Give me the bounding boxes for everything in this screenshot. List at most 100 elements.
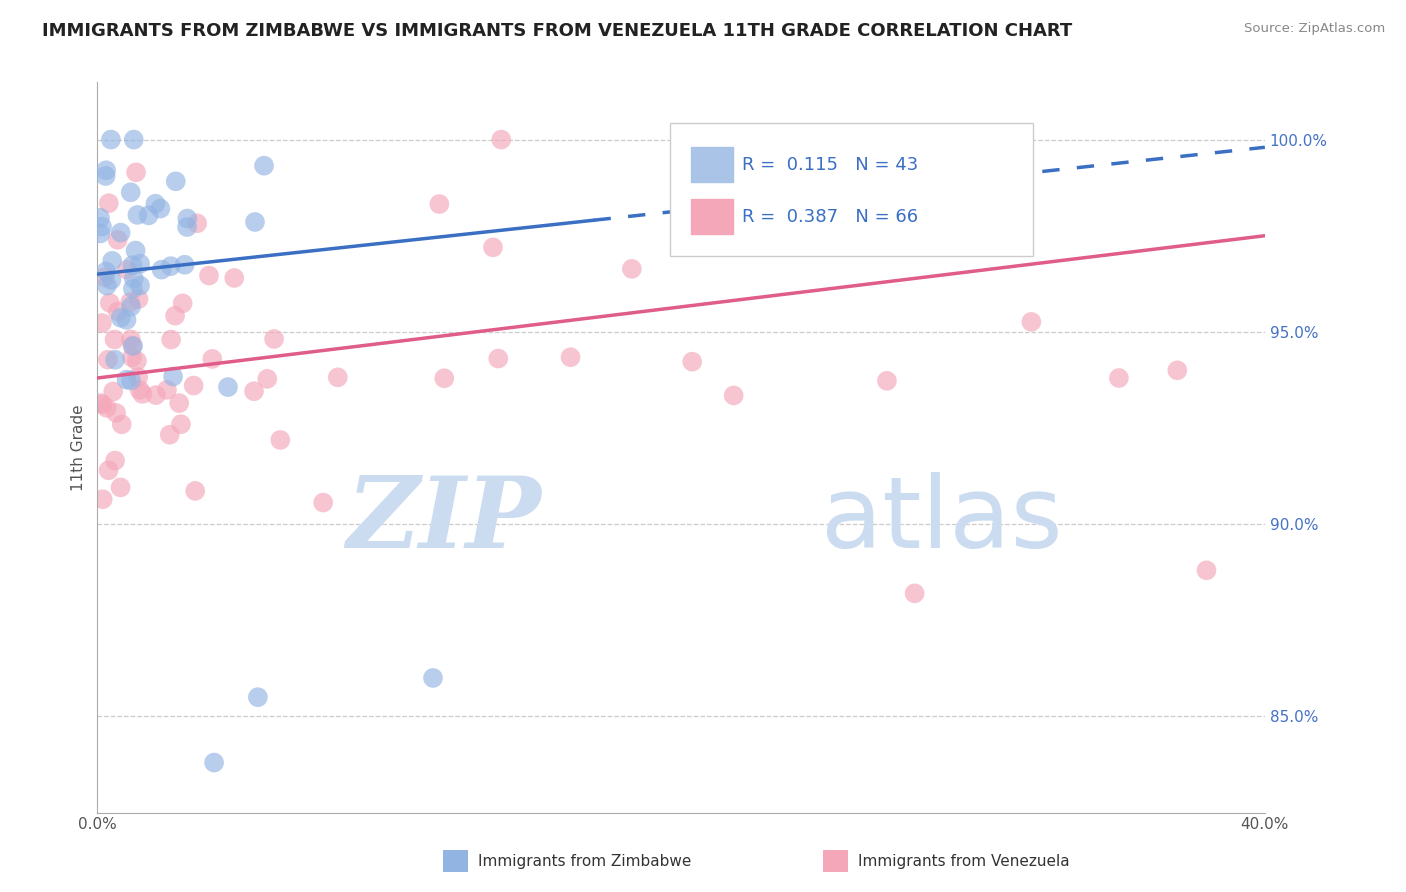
Point [253,159,276,173]
Point [97,196,120,211]
Point [491,132,513,146]
Point [129,257,152,271]
Point [127,370,149,384]
Point [176,219,198,234]
Point [94,264,117,278]
Point [201,351,224,366]
Point [121,258,143,272]
Point [97,463,120,477]
Point [186,216,208,230]
Point [115,313,138,327]
Point [1195,563,1218,577]
Text: R =  0.387   N = 66: R = 0.387 N = 66 [742,208,918,226]
Point [876,374,898,388]
Point [202,756,225,770]
Point [122,339,145,353]
Point [198,268,221,283]
Point [122,132,145,146]
Point [121,351,143,365]
Point [125,354,148,368]
Point [165,174,187,188]
Point [104,453,127,467]
Point [162,369,184,384]
Point [115,373,138,387]
Point [110,480,132,494]
Text: Immigrants from Venezuela: Immigrants from Venezuela [858,854,1070,869]
Point [256,372,278,386]
Point [433,371,456,385]
Point [107,304,129,318]
Point [243,215,266,229]
Point [94,169,117,183]
Point [1166,363,1188,377]
Point [128,383,150,397]
Point [167,396,190,410]
Point [427,197,450,211]
Point [94,163,117,178]
Point [89,211,111,225]
Point [904,586,927,600]
Point [160,333,183,347]
Point [149,202,172,216]
Point [100,132,122,146]
Point [110,310,132,325]
Point [91,219,114,234]
Point [111,417,134,432]
Point [312,495,335,509]
Point [97,352,120,367]
Point [159,427,181,442]
Point [269,433,291,447]
Point [183,378,205,392]
Point [89,227,111,241]
Point [124,244,146,258]
Text: ZIP: ZIP [346,472,541,568]
Point [104,352,127,367]
Text: IMMIGRANTS FROM ZIMBABWE VS IMMIGRANTS FROM VENEZUELA 11TH GRADE CORRELATION CHA: IMMIGRANTS FROM ZIMBABWE VS IMMIGRANTS F… [42,22,1073,40]
Point [962,153,984,168]
Y-axis label: 11th Grade: 11th Grade [72,404,86,491]
Point [263,332,285,346]
Point [145,196,167,211]
Point [681,354,703,368]
Point [925,132,948,146]
Point [1108,371,1130,385]
Point [122,282,145,296]
Point [128,292,150,306]
Point [1021,315,1043,329]
Point [172,296,194,310]
Point [96,401,118,415]
Point [103,333,125,347]
Point [156,383,179,397]
Point [129,278,152,293]
Point [165,309,187,323]
Point [176,211,198,226]
Point [159,259,181,273]
Point [217,380,239,394]
Point [486,351,509,366]
Point [105,406,128,420]
Point [103,384,125,399]
Point [620,261,643,276]
Point [243,384,266,399]
Point [115,262,138,277]
Point [127,208,149,222]
Point [120,186,142,200]
Text: atlas: atlas [821,472,1063,569]
Point [422,671,444,685]
Point [125,165,148,179]
Text: Source: ZipAtlas.com: Source: ZipAtlas.com [1244,22,1385,36]
Point [101,253,124,268]
Point [326,370,349,384]
Point [90,396,112,410]
Point [560,350,582,364]
Point [91,397,114,411]
Point [98,296,121,310]
Point [96,278,118,293]
Point [120,300,142,314]
Point [723,388,745,402]
Text: R =  0.115   N = 43: R = 0.115 N = 43 [742,156,918,174]
Point [107,233,129,247]
Point [90,316,112,330]
Point [100,273,122,287]
Point [150,262,173,277]
